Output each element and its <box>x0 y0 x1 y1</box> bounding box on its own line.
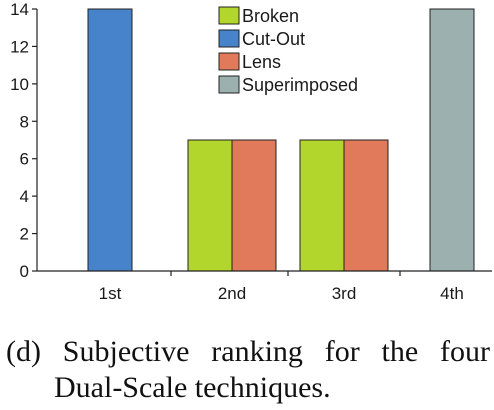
bar-broken-2nd <box>187 139 233 272</box>
y-tick-label-12: 12 <box>10 37 29 56</box>
axes-group: 0 2 4 6 8 10 12 14 1st 2nd 3rd 4th <box>10 0 492 303</box>
legend-swatch-superimposed <box>218 75 240 94</box>
bar-chart: 0 2 4 6 8 10 12 14 1st 2nd 3rd 4th Broken Cut-Out Len… <box>10 0 492 303</box>
caption-line-1: (d) Subjective ranking for the four <box>6 335 490 368</box>
bars-group <box>87 8 475 272</box>
y-tick-label-14: 14 <box>10 0 29 19</box>
x-tick-label-2nd: 2nd <box>218 284 246 303</box>
y-tick-label-10: 10 <box>10 75 29 94</box>
y-tick-label-6: 6 <box>20 150 29 169</box>
caption-line-2: Dual-Scale techniques. <box>54 371 331 404</box>
bar-cut-out-1st <box>87 8 133 272</box>
legend-swatch-broken <box>218 6 240 25</box>
y-tick-label-8: 8 <box>20 112 29 131</box>
bar-superimposed-4th <box>429 8 475 272</box>
legend-label-superimposed: Superimposed <box>242 75 358 95</box>
legend-label-cut-out: Cut-Out <box>242 29 305 49</box>
figure-caption: (d) Subjective ranking for the four Dual… <box>6 334 490 406</box>
legend-swatch-cut-out <box>218 29 240 48</box>
legend: Broken Cut-Out Lens Superimposed <box>218 6 358 95</box>
x-tick-label-3rd: 3rd <box>332 284 357 303</box>
legend-label-lens: Lens <box>242 52 281 72</box>
bar-lens-3rd <box>343 139 389 272</box>
bar-lens-2nd <box>231 139 277 272</box>
y-tick-label-2: 2 <box>20 225 29 244</box>
legend-swatch-lens <box>218 52 240 71</box>
y-tick-label-0: 0 <box>20 262 29 281</box>
bar-broken-3rd <box>299 139 345 272</box>
legend-label-broken: Broken <box>242 6 299 26</box>
x-tick-label-4th: 4th <box>440 284 464 303</box>
x-tick-label-1st: 1st <box>99 284 122 303</box>
y-tick-label-4: 4 <box>20 187 29 206</box>
